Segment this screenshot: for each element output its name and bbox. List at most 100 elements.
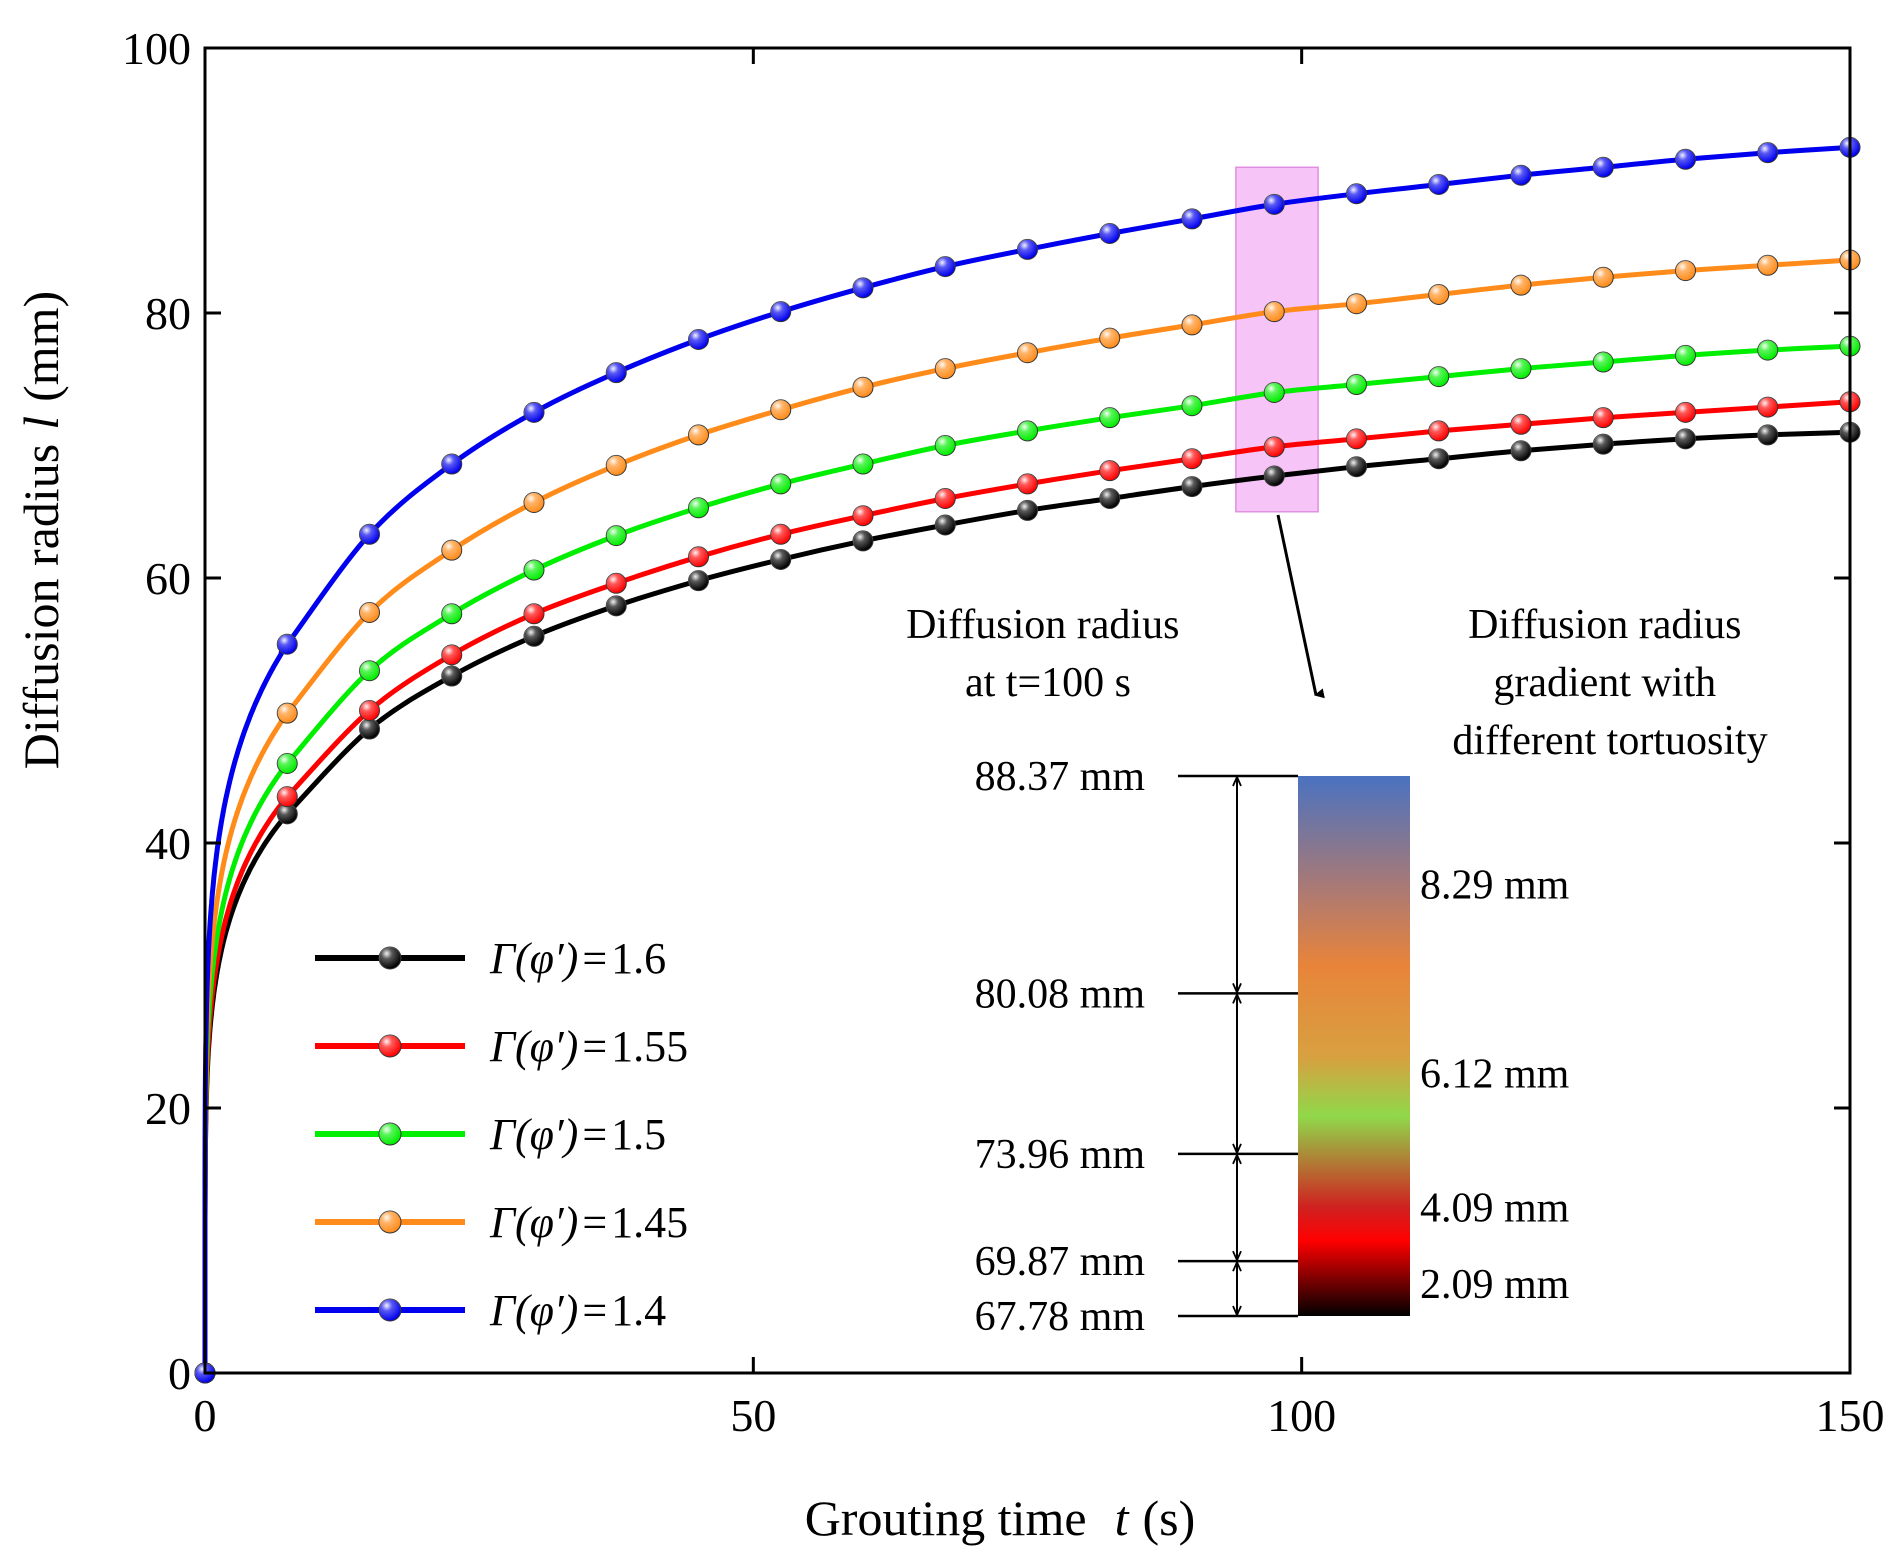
data-point-shine	[1428, 366, 1449, 387]
data-point-shine	[1099, 223, 1120, 244]
data-point-shine	[1428, 284, 1449, 305]
data-point-shine	[1264, 436, 1285, 457]
data-point-shine	[277, 786, 298, 807]
data-point-shine	[1511, 275, 1531, 296]
data-point-shine	[441, 454, 462, 475]
radius-level-label: 69.87 mm	[975, 1239, 1146, 1285]
y-axis-title: Diffusion radiusl(mm)	[13, 291, 69, 769]
data-point-shine	[688, 424, 709, 445]
data-point-shine	[1593, 267, 1614, 288]
data-point-shine	[524, 626, 544, 647]
data-point-shine	[1428, 448, 1449, 469]
gradient-labels: 8.29 mm 6.12 mm 4.09 mm 2.09 mm	[1420, 863, 1570, 1308]
data-point-shine	[853, 530, 873, 551]
data-point-shine	[1346, 428, 1367, 449]
data-point-shine	[359, 700, 380, 721]
legend-label: Γ(φ′)=1.6	[489, 934, 666, 983]
legend-swatch-shine	[379, 947, 401, 969]
data-point-shine	[1182, 395, 1202, 416]
data-point-shine	[1264, 465, 1285, 486]
legend-swatch-shine	[379, 1123, 401, 1145]
data-point-shine	[1428, 174, 1449, 195]
data-point-shine	[935, 488, 956, 509]
data-point-shine	[606, 455, 627, 476]
data-point-shine	[1346, 456, 1367, 477]
data-point-shine	[853, 505, 873, 526]
plot-frame	[203, 46, 1852, 1375]
data-point-shine	[1182, 208, 1202, 229]
data-point-shine	[1511, 440, 1531, 461]
data-point-shine	[935, 435, 956, 456]
gradient-label: 4.09 mm	[1420, 1186, 1570, 1232]
data-point-shine	[606, 595, 627, 616]
y-tick-label: 100	[122, 23, 191, 74]
dimension-arrow-down	[1232, 1305, 1242, 1318]
x-tick-label: 50	[730, 1390, 776, 1441]
radius-level-label: 73.96 mm	[975, 1132, 1146, 1178]
tick-layer: 0 50 100 150 0 20 40 60 80 100	[122, 23, 1885, 1441]
data-point-shine	[853, 377, 873, 398]
data-point-shine	[1099, 328, 1120, 349]
highlight-band	[1235, 166, 1319, 513]
data-point-shine	[1757, 142, 1778, 163]
data-point-shine	[524, 603, 544, 624]
data-point-shine	[1593, 434, 1614, 455]
data-point-shine	[1675, 149, 1696, 170]
data-point-shine	[524, 402, 544, 423]
data-point-shine	[277, 703, 298, 724]
y-tick-label: 20	[145, 1083, 191, 1134]
data-point-shine	[524, 560, 544, 581]
series-line	[202, 429, 1851, 1373]
legend-swatch-shine	[379, 1211, 401, 1233]
data-point-shine	[1017, 473, 1038, 494]
left-annotation-title: Diffusion radius at t=100 s	[906, 602, 1190, 706]
data-point-shine	[359, 719, 380, 740]
y-tick-label: 40	[145, 818, 191, 869]
x-tick-label: 100	[1267, 1390, 1336, 1441]
dimension-arrow-up	[1232, 992, 1242, 1004]
data-point-shine	[1017, 500, 1038, 521]
gradient-color-bar	[1298, 776, 1410, 1316]
data-point-shine	[1593, 352, 1614, 373]
data-point-shine	[770, 399, 791, 420]
pointer-arrow	[1276, 514, 1325, 699]
data-point-shine	[1017, 239, 1038, 260]
dimension-arrow-up	[1232, 774, 1242, 787]
legend: Γ(φ′)=1.6 Γ(φ′)=1.55 Γ(φ′)=1.5 Γ(φ′)=1.45 Γ(…	[315, 934, 688, 1335]
data-point-shine	[770, 524, 791, 545]
y-tick-label: 80	[145, 288, 191, 339]
legend-label: Γ(φ′)=1.55	[489, 1022, 688, 1071]
data-point-shine	[1099, 407, 1120, 428]
data-point-shine	[1182, 314, 1202, 335]
legend-swatch-shine	[379, 1035, 401, 1057]
data-point-shine	[359, 660, 380, 681]
data-point-shine	[441, 603, 462, 624]
data-point-shine	[853, 277, 873, 298]
data-point-shine	[1757, 255, 1778, 276]
data-point-shine	[770, 549, 791, 570]
data-point-shine	[935, 358, 956, 379]
data-point-shine	[1346, 183, 1367, 204]
series-line	[202, 144, 1851, 1373]
dimension-arrow-up	[1232, 1259, 1242, 1272]
data-point-shine	[1346, 374, 1367, 395]
radius-level-label: 67.78 mm	[975, 1294, 1146, 1340]
data-point-shine	[277, 803, 298, 824]
data-point-shine	[1264, 301, 1285, 322]
data-point-shine	[770, 301, 791, 322]
gradient-label: 8.29 mm	[1420, 863, 1570, 909]
data-point-shine	[1346, 293, 1367, 314]
data-point-shine	[1182, 448, 1202, 469]
data-point-shine	[1675, 260, 1696, 281]
data-point-shine	[1017, 342, 1038, 363]
data-point-shine	[1511, 165, 1531, 186]
data-point-shine	[770, 473, 791, 494]
radius-level-label: 80.08 mm	[975, 971, 1146, 1017]
gradient-label: 2.09 mm	[1420, 1262, 1570, 1308]
data-point-shine	[1675, 402, 1696, 423]
data-point-shine	[1017, 420, 1038, 441]
radius-level-markers: 88.37 mm 80.08 mm 73.96 mm 69.87 mm 67.78 mm	[975, 754, 1298, 1340]
data-point-shine	[688, 546, 709, 567]
radius-level-label: 88.37 mm	[975, 754, 1146, 800]
